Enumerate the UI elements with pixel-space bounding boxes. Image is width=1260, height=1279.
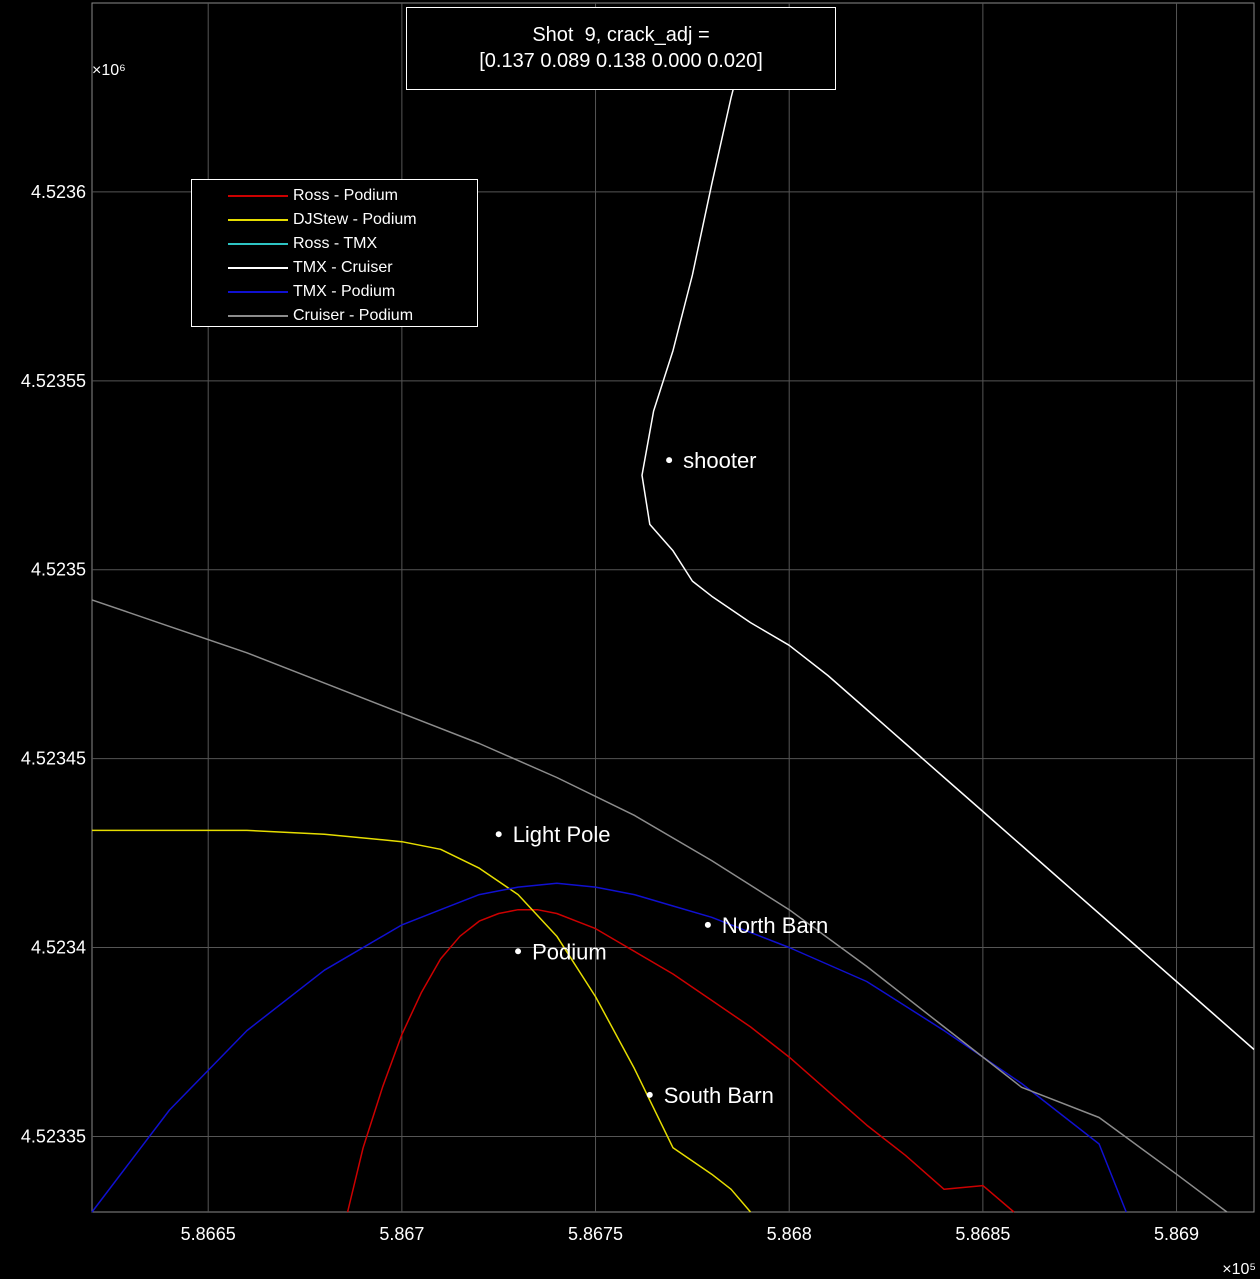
- legend-swatch: [228, 267, 288, 269]
- marker-point-shooter: [666, 457, 673, 464]
- series-line-djstew-podium: [92, 829, 752, 1213]
- legend-item-cruiser-podium: Cruiser - Podium: [192, 304, 477, 328]
- series-lines: [91, 21, 1255, 1213]
- legend-label: TMX - Cruiser: [293, 259, 393, 276]
- x-tick-label: 5.869: [1154, 1224, 1199, 1244]
- title-line-2: [0.137 0.089 0.138 0.000 0.020]: [479, 50, 763, 72]
- y-tick-label: 4.52355: [21, 371, 86, 391]
- marker-label-north-barn: North Barn: [722, 913, 828, 938]
- series-line-tmx-cruiser: [641, 21, 1255, 1051]
- legend-item-ross-podium: Ross - Podium: [192, 184, 477, 208]
- legend-item-ross-tmx: Ross - TMX: [192, 232, 477, 256]
- x-tick-label: 5.8685: [955, 1224, 1010, 1244]
- x-exponent-label: ×10⁵: [1222, 1261, 1256, 1278]
- marker-point-north-barn: [704, 921, 711, 928]
- marker-label-shooter: shooter: [683, 448, 756, 473]
- marker-label-podium: Podium: [532, 939, 607, 964]
- y-tick-label: 4.5235: [31, 560, 86, 580]
- legend-item-tmx-podium: TMX - Podium: [192, 280, 477, 304]
- legend-label: DJStew - Podium: [293, 211, 417, 228]
- legend-item-djstew-podium: DJStew - Podium: [192, 208, 477, 232]
- legend-label: Cruiser - Podium: [293, 307, 414, 324]
- legend-label: Ross - TMX: [293, 235, 378, 252]
- y-tick-label: 4.5234: [31, 938, 86, 958]
- marker-label-south-barn: South Barn: [664, 1083, 774, 1108]
- chart-title: Shot 9, crack_adj = [0.137 0.089 0.138 0…: [406, 7, 836, 90]
- x-tick-label: 5.867: [379, 1224, 424, 1244]
- series-line-ross-podium: [346, 908, 1015, 1213]
- legend-swatch: [228, 219, 288, 221]
- y-tick-label: 4.52335: [21, 1126, 86, 1146]
- legend-item-tmx-cruiser: TMX - Cruiser: [192, 256, 477, 280]
- y-tick-label: 4.52345: [21, 749, 86, 769]
- x-tick-label: 5.8665: [181, 1224, 236, 1244]
- marker-label-light-pole: Light Pole: [513, 822, 611, 847]
- legend: Ross - Podium DJStew - Podium Ross - TMX TM…: [191, 179, 478, 327]
- y-exponent-label: ×10⁶: [92, 62, 126, 79]
- y-tick-label: 4.5236: [31, 182, 86, 202]
- marker-point-light-pole: [495, 831, 502, 838]
- title-line-1: Shot 9, crack_adj =: [532, 24, 710, 46]
- axes-frame: [91, 2, 1255, 1213]
- legend-label: Ross - Podium: [293, 187, 398, 204]
- point-markers: shooter Light Pole North Barn Podium South B…: [495, 448, 828, 1108]
- marker-point-podium: [515, 948, 522, 955]
- legend-swatch: [228, 291, 288, 293]
- tick-labels: 5.8665 5.867 5.8675 5.868 5.8685 5.869 4.52335…: [21, 182, 1199, 1244]
- legend-swatch: [228, 243, 288, 245]
- x-tick-label: 5.8675: [568, 1224, 623, 1244]
- marker-point-south-barn: [646, 1091, 653, 1098]
- series-line-cruiser-podium: [91, 599, 1228, 1213]
- legend-label: TMX - Podium: [293, 283, 396, 300]
- legend-swatch: [228, 315, 288, 317]
- x-tick-label: 5.868: [767, 1224, 812, 1244]
- series-line-tmx-podium: [91, 882, 1127, 1213]
- legend-swatch: [228, 195, 288, 197]
